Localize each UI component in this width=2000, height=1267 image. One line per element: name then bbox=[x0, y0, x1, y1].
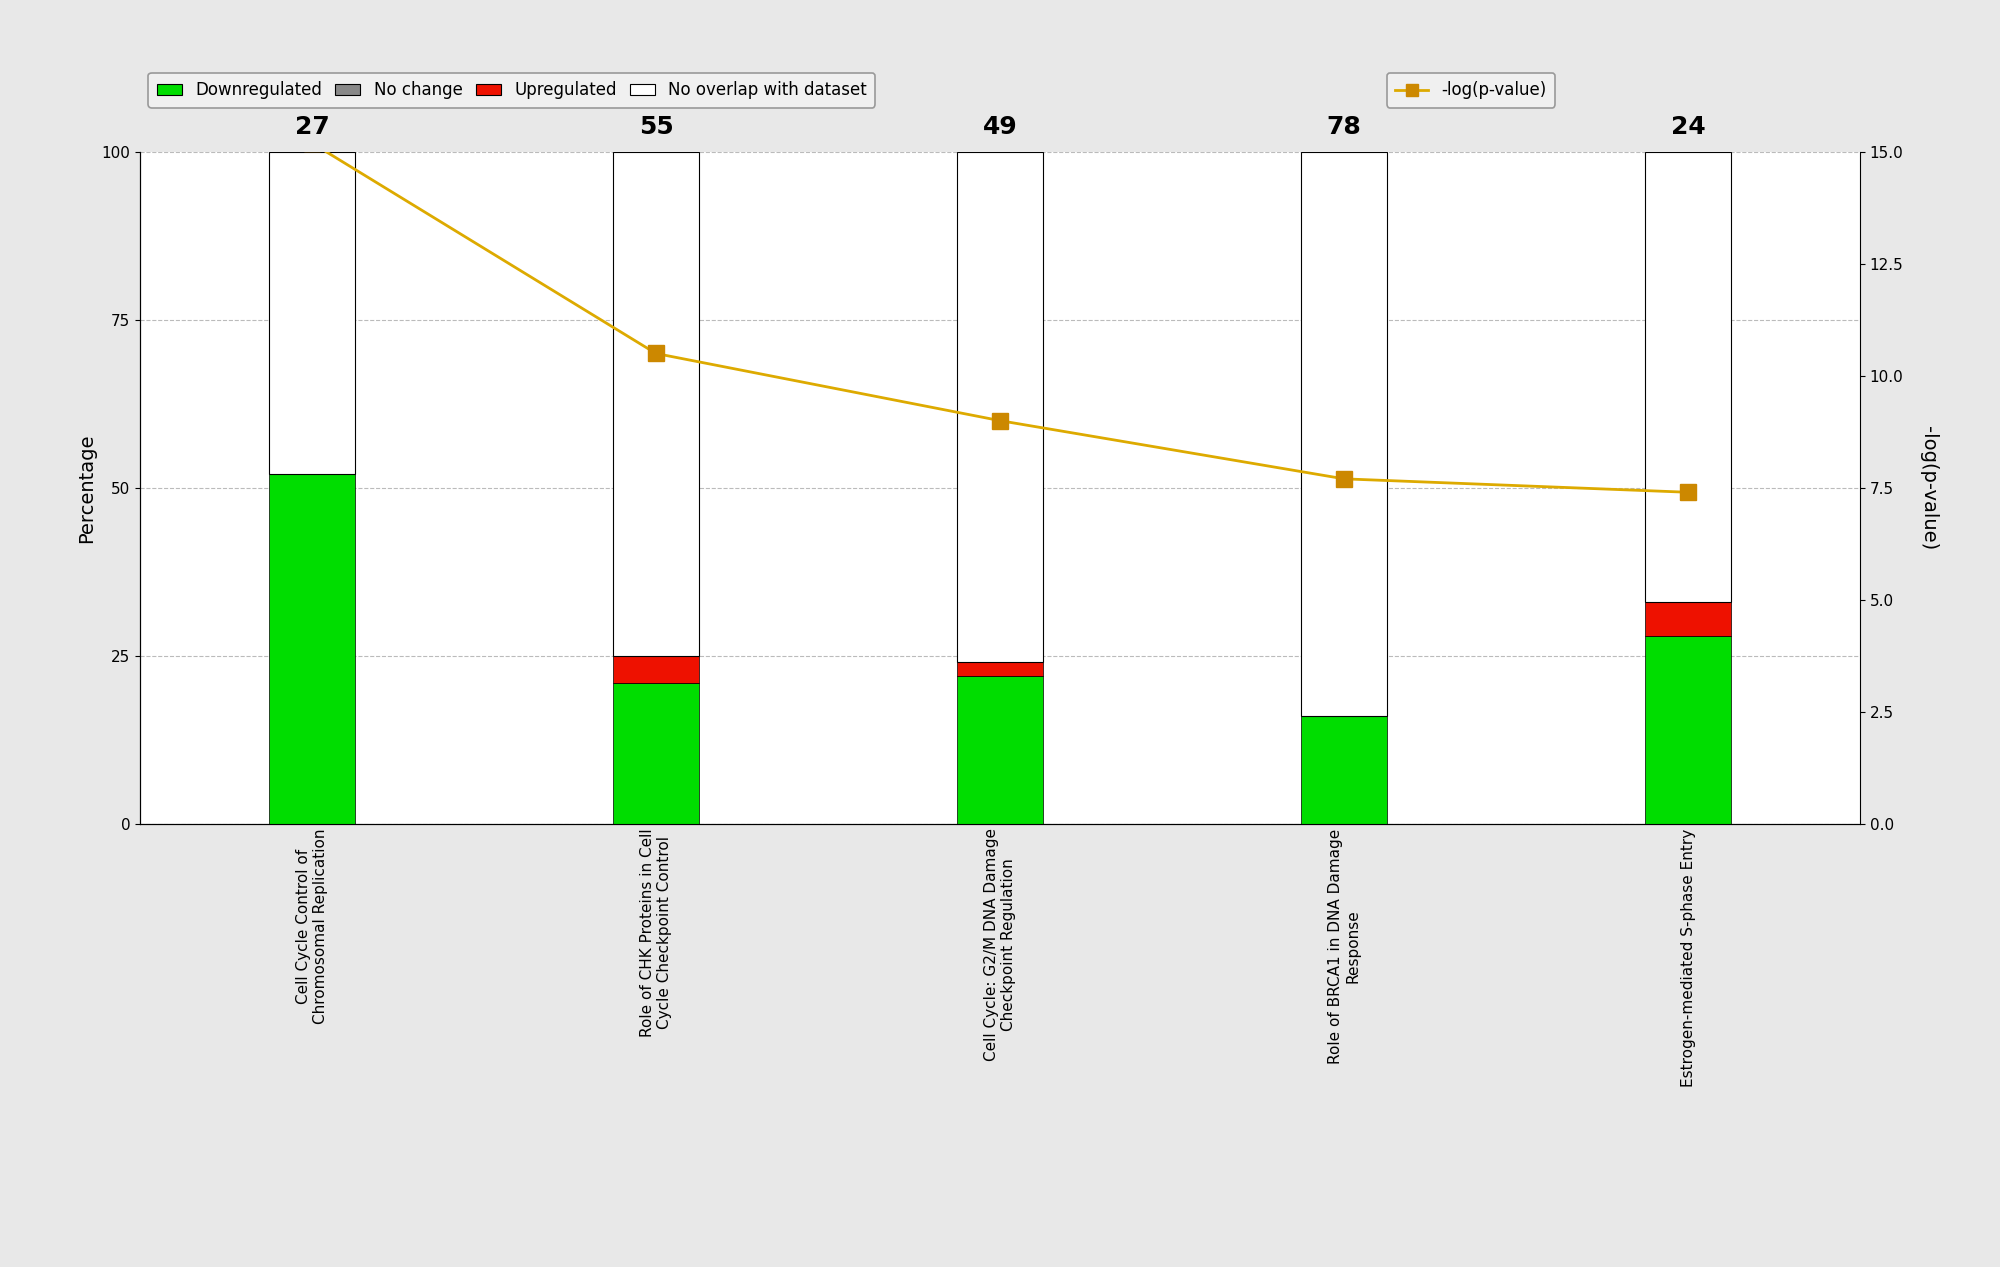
Bar bbox=[958, 663, 1044, 675]
Y-axis label: -log(p-value): -log(p-value) bbox=[1920, 426, 1938, 550]
Bar bbox=[612, 656, 700, 683]
Bar bbox=[958, 675, 1044, 824]
Text: 49: 49 bbox=[982, 114, 1018, 138]
Bar bbox=[268, 152, 356, 474]
Bar bbox=[1646, 152, 1732, 602]
Bar bbox=[1646, 602, 1732, 636]
Bar bbox=[268, 474, 356, 824]
Legend: -log(p-value): -log(p-value) bbox=[1386, 73, 1556, 108]
Bar bbox=[1646, 636, 1732, 824]
Bar bbox=[958, 152, 1044, 663]
Bar bbox=[1300, 152, 1388, 716]
Text: 78: 78 bbox=[1326, 114, 1362, 138]
Bar bbox=[612, 152, 700, 656]
Bar bbox=[1300, 716, 1388, 824]
Text: 27: 27 bbox=[294, 114, 330, 138]
Bar bbox=[612, 683, 700, 824]
Y-axis label: Percentage: Percentage bbox=[76, 433, 96, 542]
Text: 55: 55 bbox=[638, 114, 674, 138]
Text: 24: 24 bbox=[1670, 114, 1706, 138]
